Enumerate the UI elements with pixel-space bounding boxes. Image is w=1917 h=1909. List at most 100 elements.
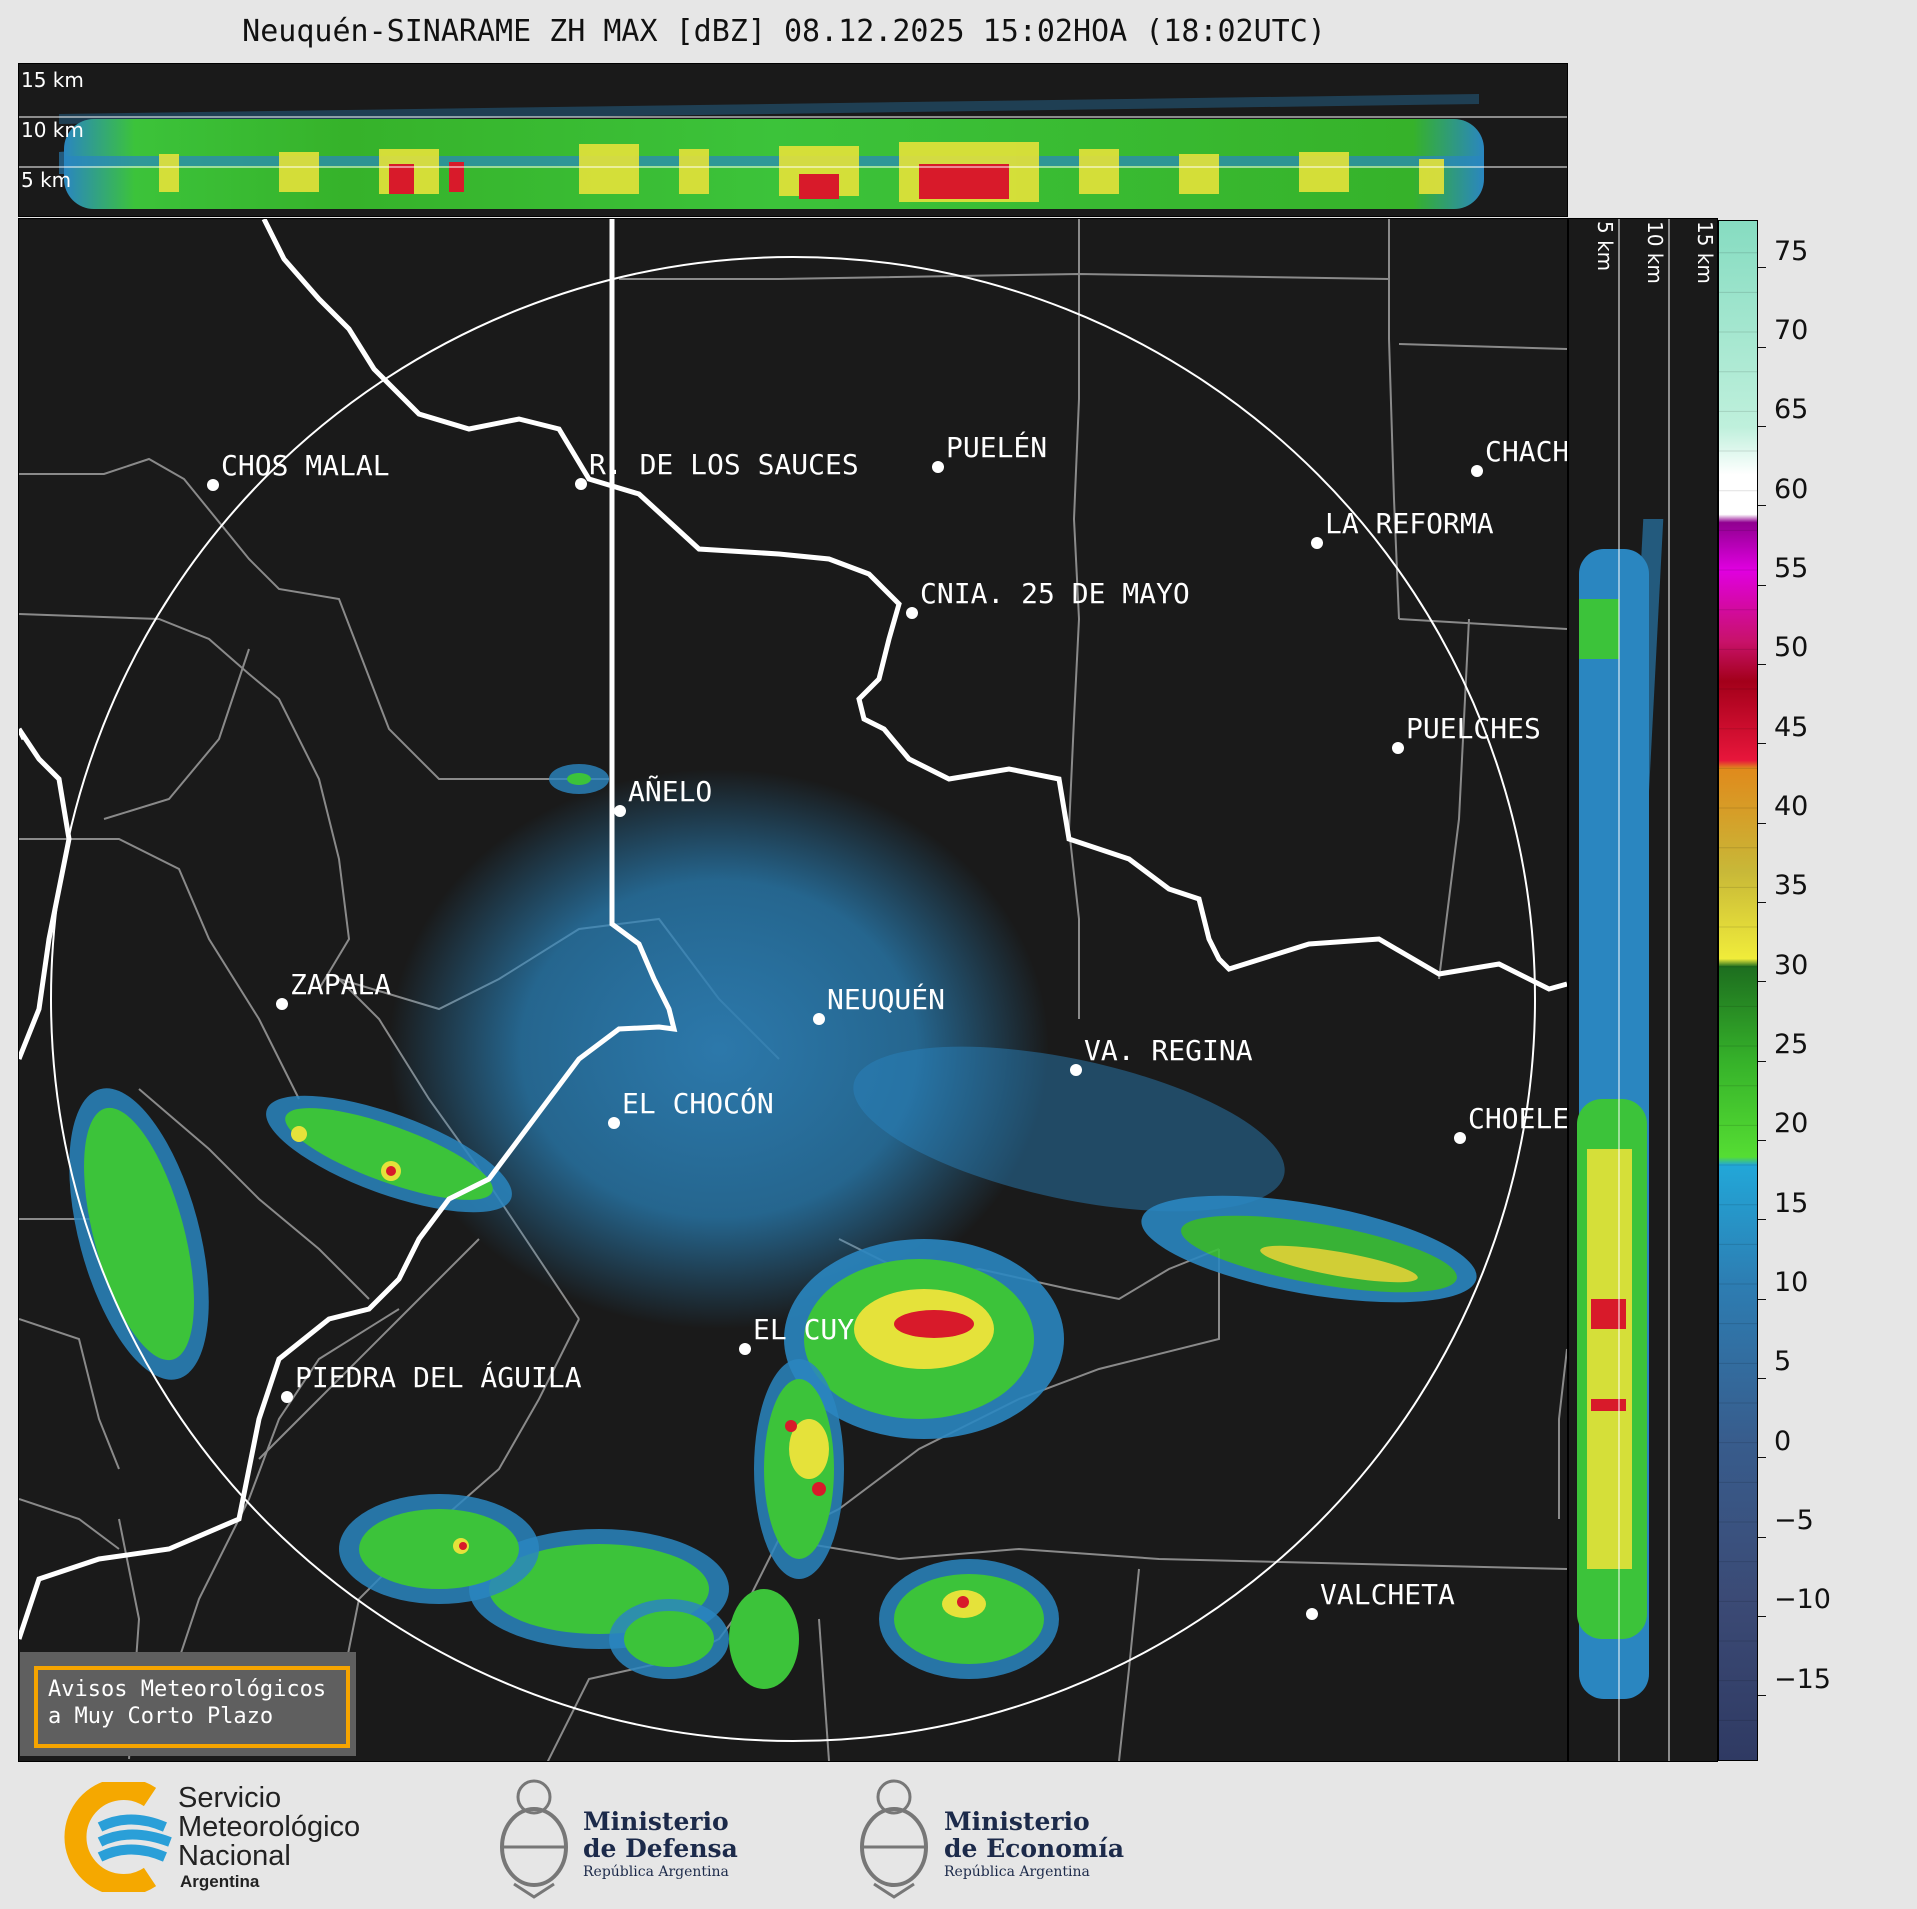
top-altitude-label: 15 km [21, 68, 84, 92]
colorbar-tick-label: −10 [1774, 1584, 1831, 1616]
city-label: CHACH [1485, 435, 1568, 468]
city-dot-icon [1454, 1132, 1466, 1144]
side-cross-section-svg [1577, 219, 1670, 1761]
colorbar-tick: 5 [1758, 1346, 1791, 1393]
warning-badge: Avisos Meteorológicos a Muy Corto Plazo [20, 1652, 356, 1756]
top-cross-section-panel: 15 km 10 km 5 km [18, 63, 1568, 217]
city-label: AÑELO [628, 775, 713, 808]
colorbar-tick-label: 50 [1774, 632, 1809, 664]
city-label: LA REFORMA [1325, 507, 1494, 540]
smn-logo-text: Servicio Meteorológico Nacional Argentin… [178, 1782, 361, 1892]
city-label: PIEDRA DEL ÁGUILA [295, 1361, 582, 1394]
city-label: EL CHOCÓN [622, 1087, 774, 1120]
colorbar-tick-label: 55 [1774, 553, 1809, 585]
city-dot-icon [575, 478, 587, 490]
colorbar-tick-label: −15 [1774, 1663, 1831, 1695]
warning-badge-frame: Avisos Meteorológicos a Muy Corto Plazo [34, 1666, 350, 1748]
colorbar-tick-label: 40 [1774, 791, 1809, 823]
colorbar-tick-label: 0 [1774, 1425, 1792, 1457]
footer-logos: Servicio Meteorológico Nacional Argentin… [0, 1762, 1917, 1909]
side-altitude-label: 15 km [1693, 221, 1717, 284]
colorbar-tick: 45 [1758, 712, 1808, 759]
colorbar-tick: 60 [1758, 474, 1808, 521]
colorbar-tick: 55 [1758, 553, 1808, 600]
colorbar-tick-label: 15 [1774, 1187, 1809, 1219]
economia-seal-icon [860, 1779, 928, 1899]
economia-logo-text: Ministerio de Economía República Argenti… [944, 1807, 1125, 1880]
city-dot-icon [1311, 537, 1323, 549]
city-label: CNIA. 25 DE MAYO [920, 577, 1190, 610]
radar-map-panel: CHOS MALAL R. DE LOS SAUCES PUELÉN CHACH LA … [18, 218, 1568, 1762]
colorbar-tick-label: 45 [1774, 711, 1809, 743]
smn-logo-icon [64, 1782, 172, 1892]
radar-map-svg [19, 219, 1567, 1761]
colorbar-svg [1719, 221, 1757, 1760]
colorbar-gradient [1719, 221, 1757, 1760]
colorbar-tick-label: 65 [1774, 394, 1809, 426]
city-label: VALCHETA [1320, 1578, 1455, 1611]
city-label: VA. REGINA [1084, 1034, 1253, 1067]
range-ring [50, 256, 1536, 1742]
colorbar-tick: −10 [1758, 1584, 1831, 1631]
colorbar-tick: 15 [1758, 1188, 1808, 1235]
city-dot-icon [281, 1391, 293, 1403]
city-dot-icon [1306, 1608, 1318, 1620]
city-dot-icon [1070, 1064, 1082, 1076]
colorbar-tick-label: 30 [1774, 949, 1809, 981]
city-dot-icon [739, 1343, 751, 1355]
colorbar-ticks: 75 70 65 60 55 50 45 40 35 30 25 20 15 10 5 0 −5 −10 −15 [1758, 220, 1908, 1759]
city-label: EL CUY [753, 1313, 855, 1346]
colorbar-tick: 0 [1758, 1426, 1791, 1473]
city-label: CHOS MALAL [221, 449, 390, 482]
top-altitude-label: 10 km [21, 118, 84, 142]
side-cross-section-panel: 5 km 10 km 15 km [1568, 218, 1718, 1762]
radar-echoes [69, 764, 1477, 1689]
city-dot-icon [608, 1117, 620, 1129]
warning-badge-line2: a Muy Corto Plazo [48, 1704, 274, 1729]
side-altitude-label: 10 km [1643, 221, 1667, 284]
city-dot-icon [813, 1013, 825, 1025]
colorbar-tick: −15 [1758, 1664, 1831, 1711]
defensa-logo-text: Ministerio de Defensa República Argentin… [583, 1807, 738, 1880]
side-altitude-label: 5 km [1593, 221, 1617, 272]
city-label: CHOELE [1468, 1102, 1568, 1135]
colorbar-tick-label: 10 [1774, 1267, 1809, 1299]
defensa-seal-icon [500, 1779, 568, 1899]
city-dot-icon [1392, 742, 1404, 754]
city-label: PUELCHES [1406, 712, 1541, 745]
colorbar-tick-label: 35 [1774, 870, 1809, 902]
colorbar-tick: 65 [1758, 394, 1808, 441]
colorbar-tick-label: 20 [1774, 1108, 1809, 1140]
colorbar-tick-label: 25 [1774, 1029, 1809, 1061]
main-boundaries [19, 219, 1567, 1640]
city-dot-icon [614, 805, 626, 817]
colorbar-tick-label: 70 [1774, 315, 1809, 347]
city-label: PUELÉN [946, 431, 1048, 464]
colorbar-tick: 25 [1758, 1029, 1808, 1076]
colorbar-tick: 10 [1758, 1267, 1808, 1314]
colorbar-tick: 30 [1758, 950, 1808, 997]
colorbar-tick: 40 [1758, 791, 1808, 838]
city-label: NEUQUÉN [827, 983, 946, 1016]
colorbar-tick: 75 [1758, 236, 1808, 283]
city-dot-icon [932, 461, 944, 473]
city-dot-icon [906, 607, 918, 619]
top-altitude-label: 5 km [21, 168, 72, 192]
colorbar-tick: 20 [1758, 1108, 1808, 1155]
colorbar-tick-label: 60 [1774, 473, 1809, 505]
city-dot-icon [276, 998, 288, 1010]
city-label: ZAPALA [290, 968, 392, 1001]
city-label: R. DE LOS SAUCES [589, 448, 859, 481]
colorbar-tick-label: 75 [1774, 235, 1809, 267]
colorbar-tick-label: −5 [1774, 1505, 1814, 1536]
warning-badge-line1: Avisos Meteorológicos [48, 1677, 327, 1702]
top-cross-section-svg [19, 94, 1567, 209]
chart-title: Neuquén-SINARAME ZH MAX [dBZ] 08.12.2025… [242, 14, 1326, 49]
city-dot-icon [1471, 465, 1483, 477]
city-dot-icon [207, 479, 219, 491]
colorbar-tick: −5 [1758, 1505, 1814, 1552]
colorbar-tick: 70 [1758, 315, 1808, 362]
colorbar-tick: 50 [1758, 632, 1808, 679]
colorbar [1718, 220, 1758, 1761]
colorbar-tick-label: 5 [1774, 1346, 1792, 1378]
